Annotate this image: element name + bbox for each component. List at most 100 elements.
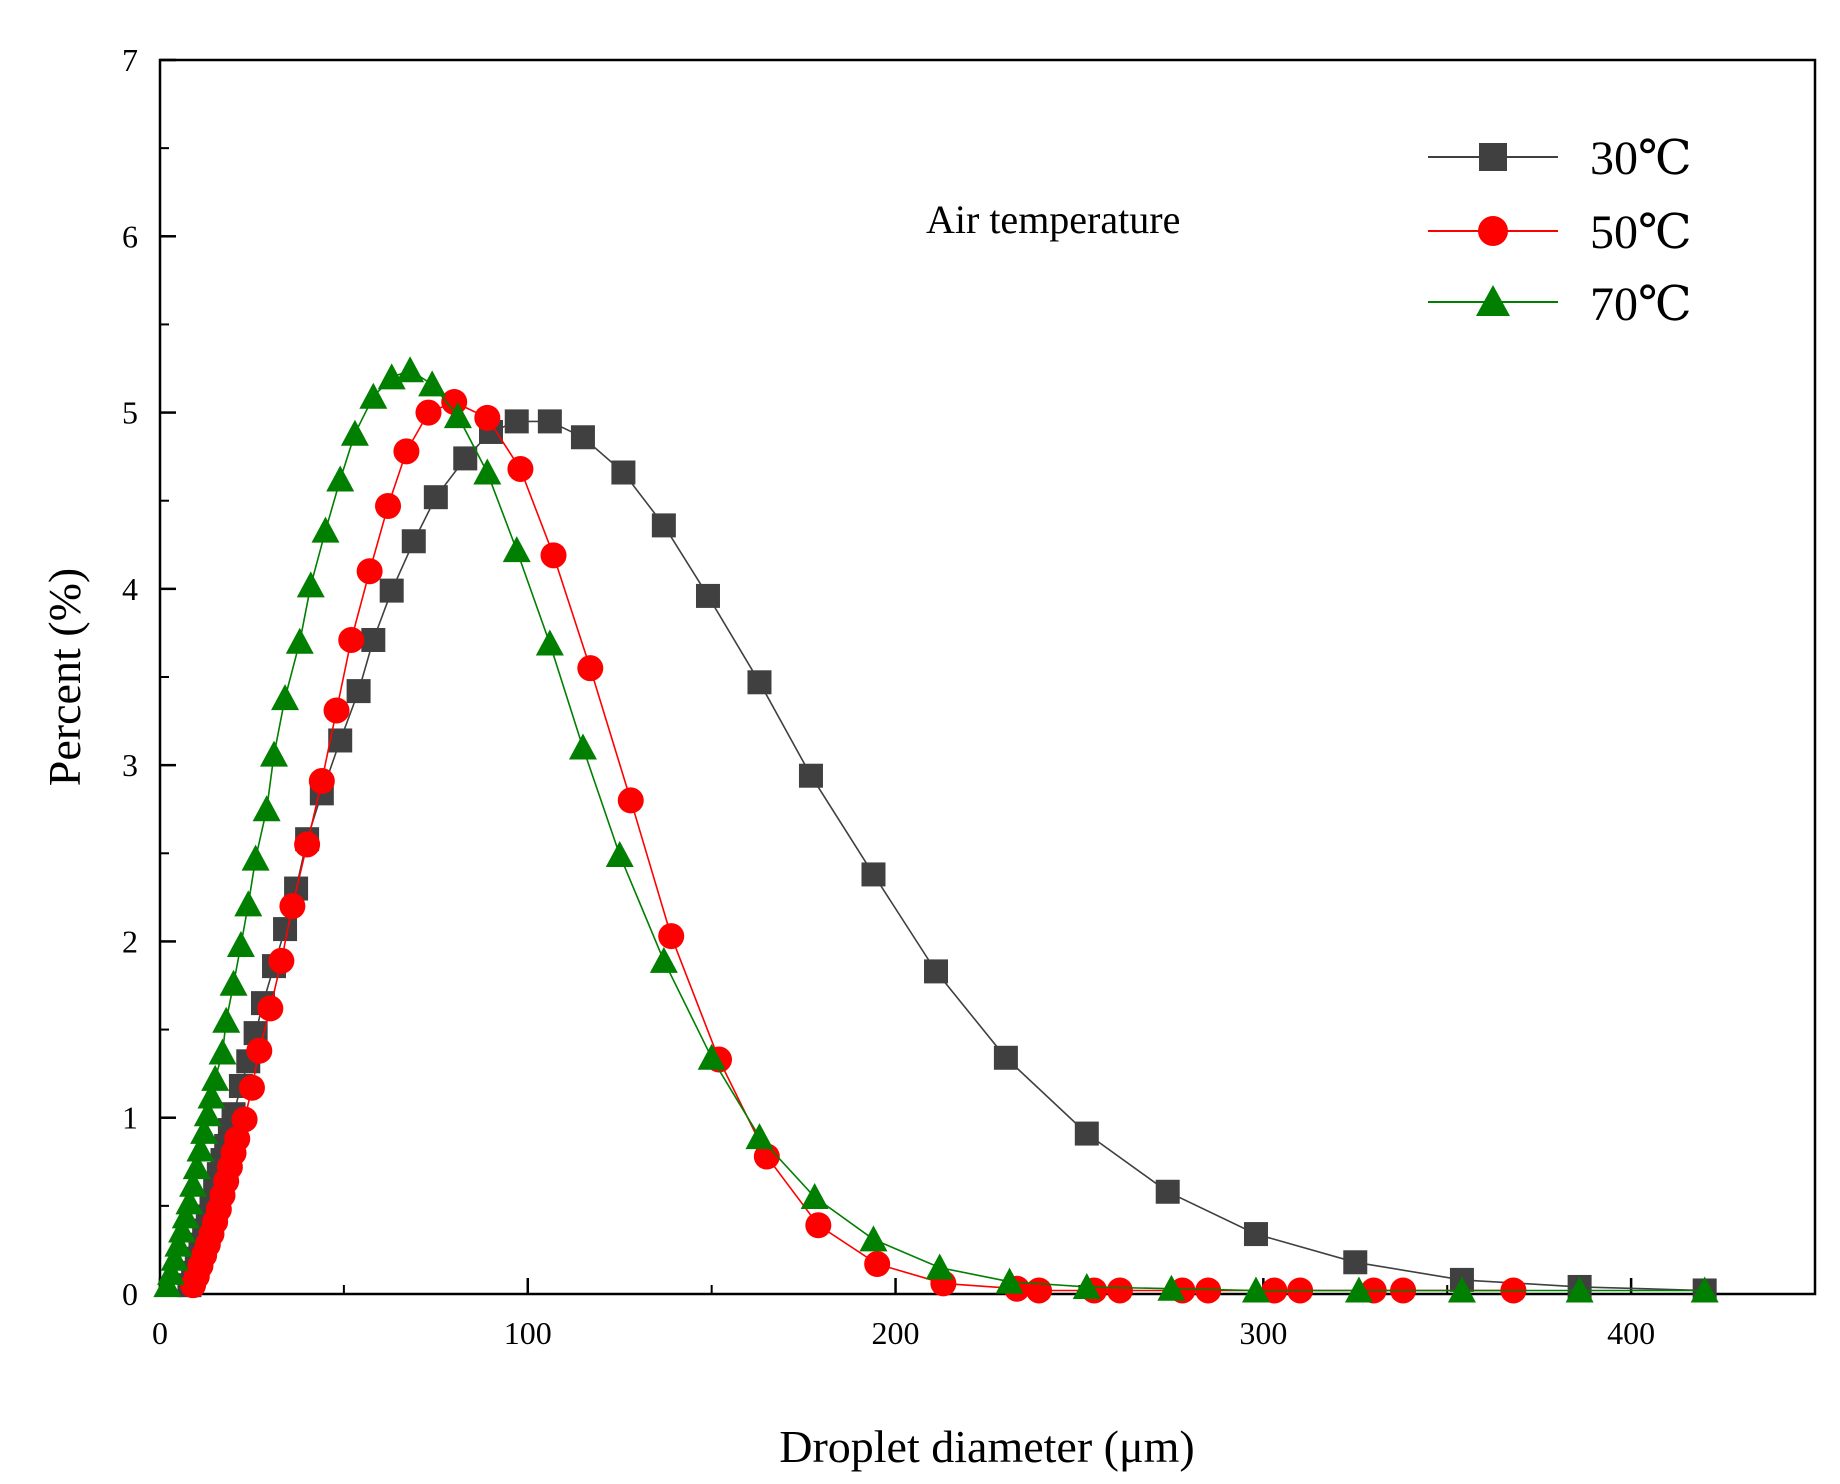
legend-label-30c: 30℃ <box>1590 132 1692 185</box>
data-point-70c-13 <box>201 1064 230 1091</box>
data-point-30c-23 <box>346 679 371 704</box>
data-point-70c-17 <box>226 930 255 957</box>
data-point-70c-33 <box>473 458 502 485</box>
x-tick-label-0: 0 <box>152 1315 168 1351</box>
data-point-70c-39 <box>697 1043 726 1070</box>
legend-item-30c: 30℃ <box>1428 132 1692 185</box>
y-axis-title: Percent (%) <box>39 568 90 786</box>
legend-marker-50c <box>1478 216 1508 246</box>
data-point-70c-9 <box>186 1135 215 1162</box>
legend-item-70c: 70℃ <box>1428 278 1692 331</box>
data-point-50c-30 <box>540 542 567 569</box>
data-point-70c-30 <box>396 356 425 383</box>
data-point-70c-10 <box>190 1117 219 1144</box>
data-point-70c-14 <box>208 1038 237 1065</box>
data-point-70c-48 <box>1344 1276 1373 1303</box>
data-point-50c-20 <box>308 768 335 795</box>
legend-marker-70c <box>1476 285 1510 316</box>
data-point-50c-25 <box>393 438 420 465</box>
legend-marker-30c <box>1479 143 1507 171</box>
data-point-50c-15 <box>246 1037 273 1064</box>
series-70c <box>153 356 1719 1303</box>
data-point-50c-18 <box>279 893 306 920</box>
data-point-70c-16 <box>219 969 248 996</box>
data-point-70c-20 <box>252 795 281 822</box>
data-point-70c-22 <box>271 684 300 711</box>
series-group <box>153 356 1719 1304</box>
data-point-70c-35 <box>535 629 564 656</box>
data-point-50c-19 <box>294 831 321 858</box>
data-point-30c-18 <box>273 917 298 942</box>
legend-label-50c: 50℃ <box>1590 206 1692 259</box>
data-point-50c-33 <box>658 923 685 950</box>
data-point-50c-42 <box>1106 1277 1133 1304</box>
data-point-50c-37 <box>864 1251 891 1278</box>
data-point-70c-43 <box>925 1253 954 1280</box>
data-point-70c-2 <box>160 1244 189 1271</box>
legend-item-50c: 50℃ <box>1428 206 1692 259</box>
axes-group: 0 100 200 300 400 0 1 2 3 4 5 6 7 <box>122 42 1655 1351</box>
data-point-50c-32 <box>617 787 644 814</box>
data-point-70c-19 <box>241 844 270 871</box>
data-point-70c-1 <box>157 1258 186 1285</box>
data-point-50c-24 <box>375 493 402 520</box>
data-point-70c-32 <box>443 402 472 429</box>
data-point-70c-38 <box>649 946 678 973</box>
data-point-30c-31 <box>537 409 562 434</box>
data-point-70c-31 <box>418 370 447 397</box>
data-point-30c-43 <box>1243 1222 1268 1247</box>
data-point-50c-16 <box>257 995 284 1022</box>
data-point-30c-35 <box>695 583 720 608</box>
data-point-70c-37 <box>605 841 634 868</box>
data-point-70c-23 <box>285 627 314 654</box>
data-point-70c-44 <box>995 1267 1024 1294</box>
y-tick-label-6: 6 <box>122 218 138 254</box>
data-point-70c-11 <box>193 1100 222 1127</box>
data-point-70c-5 <box>171 1202 200 1229</box>
legend-label-70c: 70℃ <box>1590 278 1692 331</box>
data-point-50c-28 <box>474 404 501 431</box>
x-tick-label-400: 400 <box>1607 1315 1655 1351</box>
data-point-30c-33 <box>611 460 636 485</box>
data-point-50c-21 <box>323 697 350 724</box>
data-point-70c-4 <box>168 1216 197 1243</box>
data-point-70c-50 <box>1565 1276 1594 1303</box>
data-point-70c-25 <box>311 516 340 543</box>
data-point-50c-29 <box>507 455 534 482</box>
data-point-30c-30 <box>504 409 529 434</box>
data-point-70c-12 <box>197 1082 226 1109</box>
data-point-50c-36 <box>805 1212 832 1239</box>
data-point-30c-41 <box>1074 1121 1099 1146</box>
data-point-70c-7 <box>179 1170 208 1197</box>
legend: 30℃ 50℃ 70℃ <box>1428 132 1692 331</box>
data-point-50c-13 <box>231 1106 258 1133</box>
data-point-30c-28 <box>453 446 478 471</box>
data-point-30c-26 <box>401 529 426 554</box>
data-point-70c-36 <box>568 733 597 760</box>
data-point-30c-32 <box>570 425 595 450</box>
x-tick-label-100: 100 <box>504 1315 552 1351</box>
y-tick-label-5: 5 <box>122 395 138 431</box>
data-point-50c-14 <box>238 1074 265 1101</box>
data-point-70c-29 <box>377 363 406 390</box>
data-point-50c-40 <box>1025 1277 1052 1304</box>
x-tick-label-200: 200 <box>872 1315 920 1351</box>
x-axis-title: Droplet diameter (μm) <box>779 1421 1195 1472</box>
data-point-50c-23 <box>356 558 383 585</box>
x-tick-label-300: 300 <box>1239 1315 1287 1351</box>
data-point-70c-51 <box>1690 1276 1719 1303</box>
data-point-50c-35 <box>753 1143 780 1170</box>
data-point-30c-34 <box>651 513 676 538</box>
data-point-70c-47 <box>1241 1276 1270 1303</box>
data-point-70c-15 <box>212 1006 241 1033</box>
y-tick-label-3: 3 <box>122 747 138 783</box>
data-point-70c-42 <box>859 1225 888 1252</box>
data-point-70c-41 <box>800 1183 829 1210</box>
data-point-50c-26 <box>415 399 442 426</box>
data-point-70c-8 <box>182 1153 211 1180</box>
data-point-30c-38 <box>861 862 886 887</box>
annotation-air-temperature: Air temperature <box>926 197 1180 242</box>
